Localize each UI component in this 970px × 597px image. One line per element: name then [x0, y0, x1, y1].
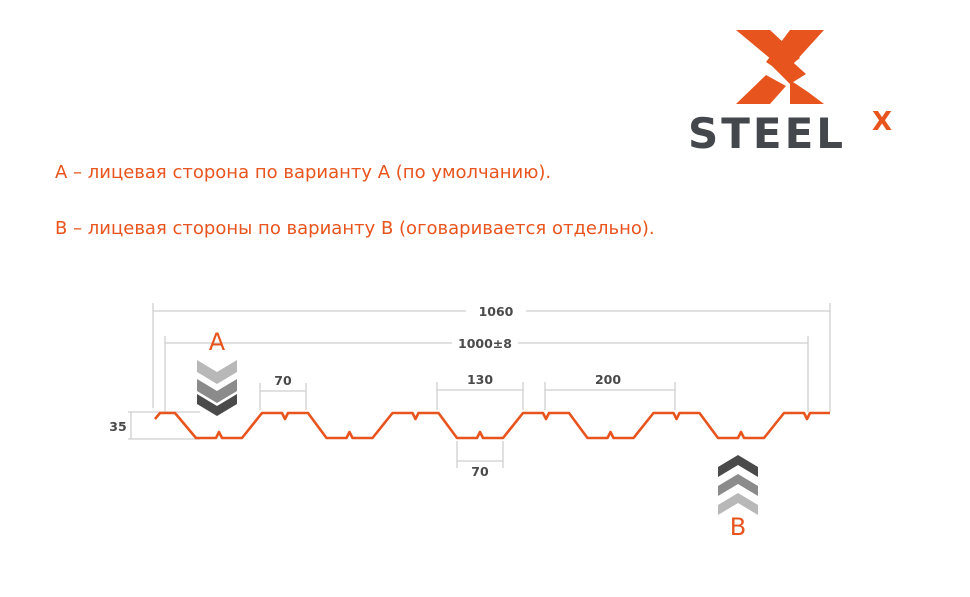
- dimension-200: 200: [544, 372, 676, 410]
- svg-text:70: 70: [274, 373, 292, 388]
- logo-x-mark: [736, 30, 824, 104]
- legend-variant-a: А – лицевая сторона по варианту А (по ум…: [55, 162, 552, 183]
- side-a-arrow-icon: [197, 360, 237, 416]
- svg-text:70: 70: [471, 464, 489, 479]
- svg-text:1000±8: 1000±8: [458, 336, 512, 351]
- side-b-label: B: [730, 513, 746, 541]
- legend-variant-b: В – лицевая стороны по варианту В (огова…: [55, 218, 655, 239]
- svg-text:200: 200: [595, 372, 621, 387]
- svg-text:35: 35: [109, 419, 126, 434]
- trapezoid-profile-line: [154, 411, 830, 440]
- dimension-bottom-70: 70: [456, 441, 504, 479]
- logo-text: STEEL: [688, 109, 846, 158]
- side-a-label: A: [209, 328, 226, 356]
- dimension-top-70: 70: [259, 373, 307, 410]
- dimension-35: 35: [109, 411, 200, 440]
- logo-superscript: X: [872, 107, 892, 137]
- dimension-1000: 1000±8: [164, 336, 809, 412]
- svg-text:1060: 1060: [479, 304, 514, 319]
- svg-text:130: 130: [467, 372, 493, 387]
- dimension-1060: 1060: [152, 303, 831, 412]
- side-b-arrow-icon: [718, 455, 758, 515]
- dimension-130: 130: [436, 372, 524, 410]
